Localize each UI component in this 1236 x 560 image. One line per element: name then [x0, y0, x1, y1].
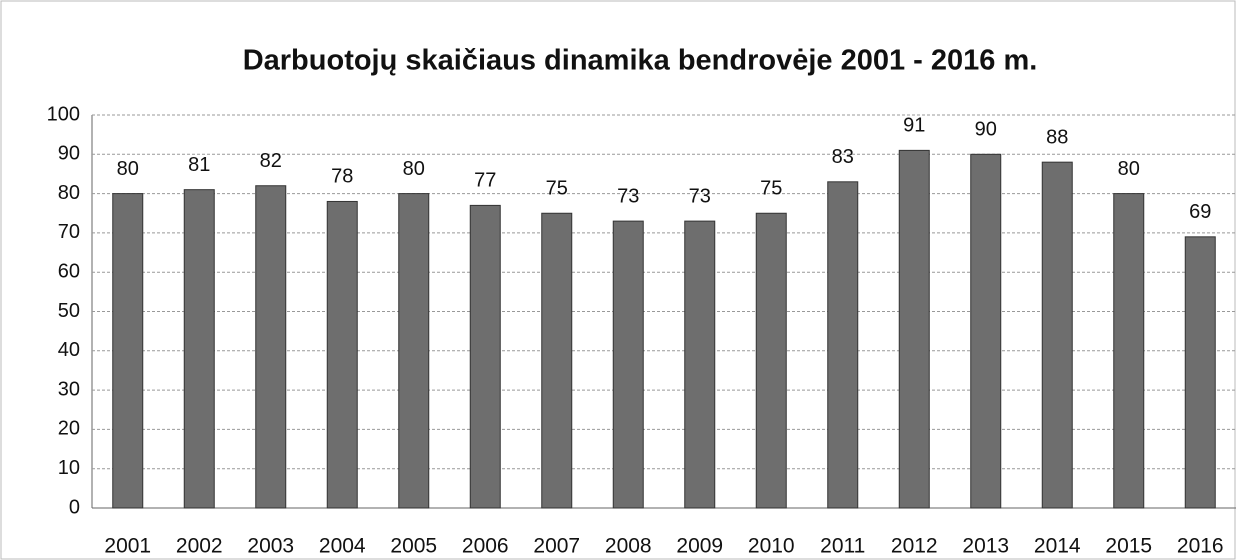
- bar: [326, 200, 358, 509]
- y-tick-label: 100: [47, 103, 80, 125]
- x-tick-label: 2009: [676, 535, 723, 558]
- data-label: 80: [1118, 158, 1140, 180]
- x-tick-label: 2001: [104, 535, 151, 558]
- x-tick-label: 2005: [390, 535, 437, 558]
- x-tick-label: 2014: [1034, 535, 1081, 558]
- y-tick-label: 0: [69, 496, 80, 518]
- x-tick-label: 2013: [962, 535, 1009, 558]
- data-label: 82: [260, 150, 282, 172]
- y-tick-label: 30: [58, 378, 80, 400]
- x-tick-label: 2011: [820, 535, 865, 558]
- y-tick-label: 20: [58, 418, 80, 440]
- data-label: 83: [832, 146, 854, 168]
- data-label: 69: [1189, 201, 1211, 223]
- bar: [255, 185, 287, 509]
- x-tick-label: 2015: [1105, 535, 1152, 558]
- chart-title: Darbuotojų skaičiaus dinamika bendrovėje…: [243, 45, 1038, 77]
- bar: [755, 212, 787, 509]
- bar: [469, 204, 501, 509]
- data-label: 91: [903, 115, 925, 137]
- y-tick-label: 80: [58, 182, 80, 204]
- y-tick-label: 60: [58, 260, 80, 282]
- data-label: 88: [1046, 126, 1068, 148]
- x-tick-label: 2012: [891, 535, 938, 558]
- bar: [112, 193, 144, 509]
- x-tick-label: 2002: [176, 535, 223, 558]
- bar: [970, 153, 1002, 509]
- bar: [898, 149, 930, 509]
- data-label: 80: [117, 158, 139, 180]
- x-tick-label: 2006: [462, 535, 509, 558]
- data-label: 80: [403, 158, 425, 180]
- bar: [1113, 193, 1145, 509]
- data-label: 75: [546, 178, 568, 200]
- bar: [541, 212, 573, 509]
- data-label: 81: [188, 154, 210, 176]
- bar: [1184, 236, 1216, 509]
- y-tick-label: 40: [58, 339, 80, 361]
- data-label: 78: [331, 166, 353, 188]
- x-tick-label: 2003: [247, 535, 294, 558]
- x-tick-label: 2007: [533, 535, 580, 558]
- bar: [398, 193, 430, 509]
- y-tick-label: 70: [58, 221, 80, 243]
- y-tick-label: 10: [58, 457, 80, 479]
- y-tick-label: 50: [58, 300, 80, 322]
- x-tick-label: 2008: [605, 535, 652, 558]
- x-tick-label: 2010: [748, 535, 795, 558]
- bar: [1041, 161, 1073, 509]
- bar: [612, 220, 644, 509]
- data-label: 90: [975, 119, 997, 141]
- data-label: 75: [760, 178, 782, 200]
- x-tick-label: 2004: [319, 535, 366, 558]
- bar: [684, 220, 716, 509]
- x-tick-label: 2016: [1177, 535, 1224, 558]
- bar: [827, 181, 859, 509]
- data-label: 73: [617, 185, 639, 207]
- bar: [183, 189, 215, 509]
- y-tick-label: 90: [58, 143, 80, 165]
- data-label: 77: [474, 170, 496, 192]
- data-label: 73: [689, 185, 711, 207]
